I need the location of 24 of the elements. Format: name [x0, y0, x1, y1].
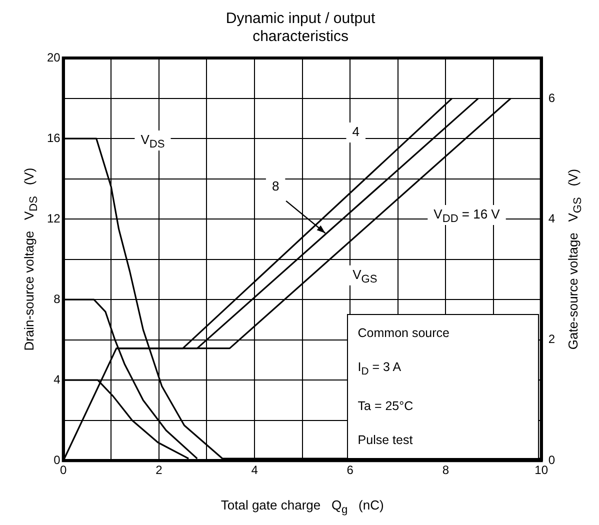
- y2-tick-label: 2: [548, 332, 556, 346]
- y2-axis-title: Gate-source voltage VGS (V): [566, 168, 584, 350]
- y2-tick-label: 6: [548, 90, 556, 105]
- annotation: I$_{D}$ = 3 A: [358, 360, 402, 378]
- y-tick-label: 20: [46, 50, 61, 64]
- y-tick-label: 12: [46, 211, 61, 226]
- x-tick-label: 10: [534, 463, 548, 478]
- y-tick-label: 4: [54, 372, 61, 386]
- annotation: Ta = 25°C: [358, 398, 414, 412]
- x-tick-label: 8: [442, 463, 450, 478]
- chart-title: Dynamic input / output characteristics: [226, 10, 376, 46]
- y-tick-label: 0: [54, 452, 61, 467]
- y2-tick-label: 0: [548, 452, 556, 467]
- y2-tick-label: 4: [548, 211, 556, 226]
- annotation: 4: [352, 124, 360, 140]
- x-tick-label: 2: [156, 463, 163, 478]
- y-axis-title: Drain-source voltage VDS (V): [22, 168, 40, 351]
- x-tick-label: 6: [346, 463, 354, 478]
- x-tick-label: 4: [251, 463, 258, 478]
- annotation: Pulse test: [358, 433, 414, 448]
- annotation: Common source: [358, 326, 450, 340]
- y-tick-label: 16: [46, 130, 61, 145]
- annotation: 8: [272, 178, 280, 194]
- y-tick-label: 8: [54, 292, 61, 306]
